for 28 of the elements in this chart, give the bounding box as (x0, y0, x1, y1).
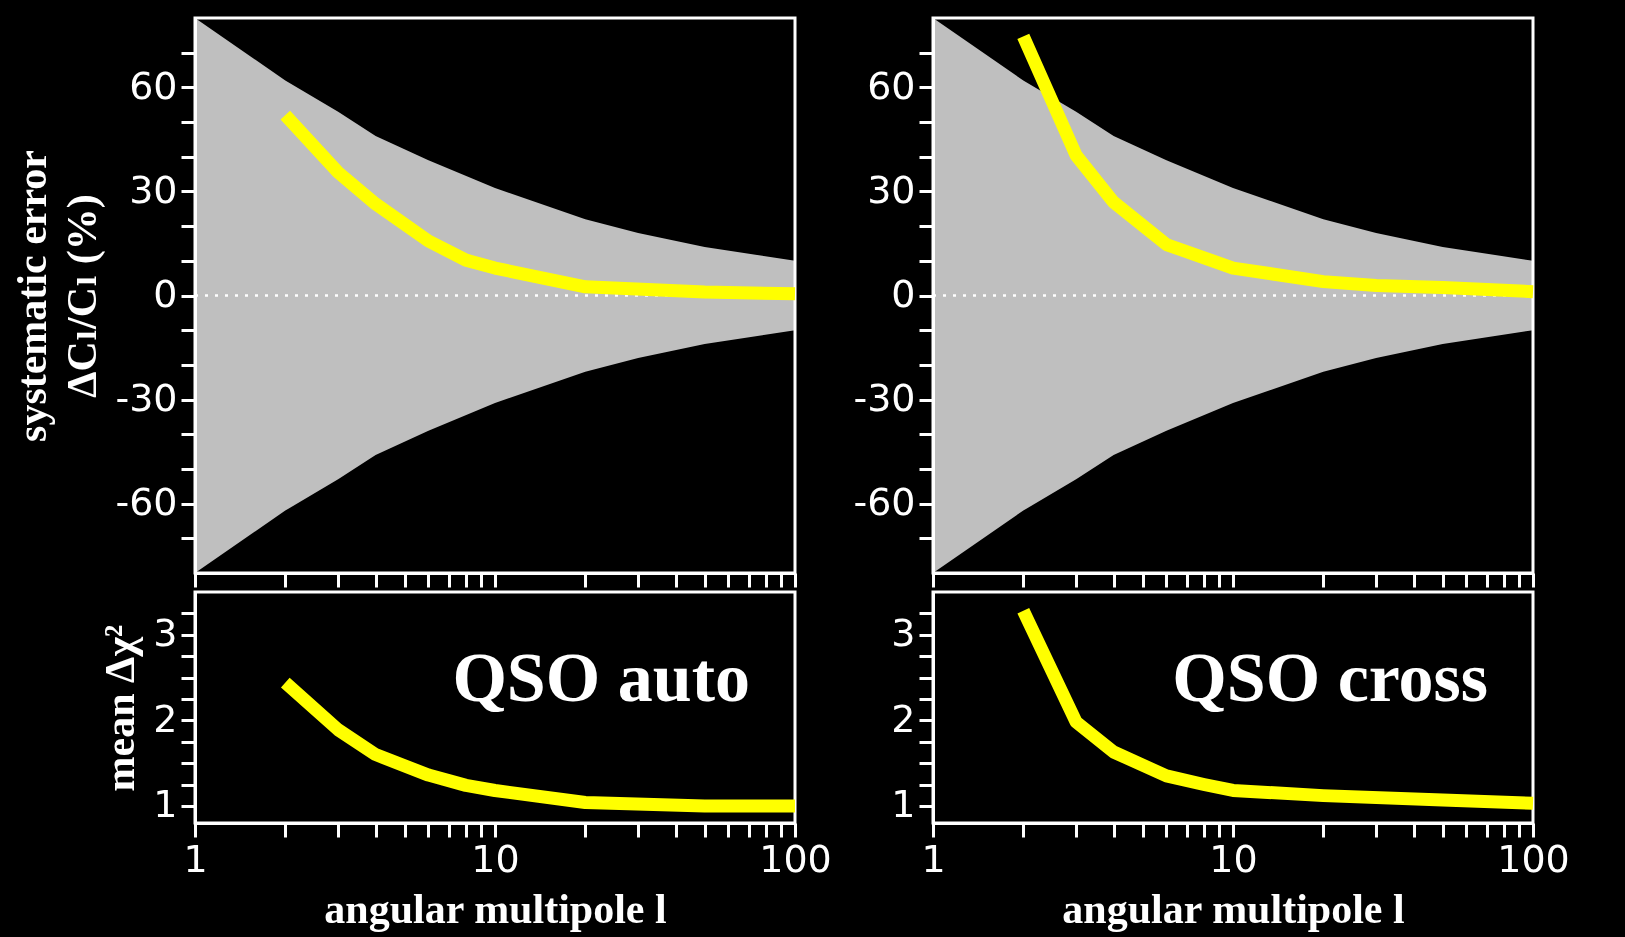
y-tick-label: 0 (891, 272, 916, 316)
y-tick-label: -30 (853, 376, 916, 421)
y-tick-label: 30 (867, 167, 916, 212)
y-tick-label: 0 (153, 272, 178, 316)
y-tick-label: 1 (153, 782, 178, 827)
x-tick-label: 1 (183, 836, 208, 881)
x-tick-label: 10 (471, 836, 520, 881)
y-axis-title: mean Δχ² (97, 624, 144, 792)
y-tick-label: -30 (115, 376, 178, 421)
y-tick-label: 2 (891, 696, 916, 741)
y-tick-label: 60 (867, 63, 916, 108)
x-axis-title: angular multipole l (324, 885, 667, 932)
y-tick-label: -60 (115, 480, 178, 525)
x-tick-label: 100 (1497, 836, 1570, 881)
y-tick-label: 3 (891, 611, 916, 656)
y-tick-label: 30 (129, 167, 178, 212)
y-axis-title: systematic error ΔCₗ/Cₗ (%) (9, 150, 107, 442)
y-tick-label: 2 (153, 696, 178, 741)
x-tick-label: 100 (759, 836, 832, 881)
y-tick-label: 1 (891, 782, 916, 827)
x-axis-title: angular multipole l (1062, 885, 1405, 932)
annotation: QSO auto (452, 639, 750, 716)
x-tick-label: 1 (921, 836, 946, 881)
y-tick-label: -60 (853, 480, 916, 525)
y-tick-label: 3 (153, 611, 178, 656)
annotation: QSO cross (1172, 639, 1488, 716)
x-tick-label: 10 (1209, 836, 1258, 881)
y-tick-label: 60 (129, 63, 178, 108)
